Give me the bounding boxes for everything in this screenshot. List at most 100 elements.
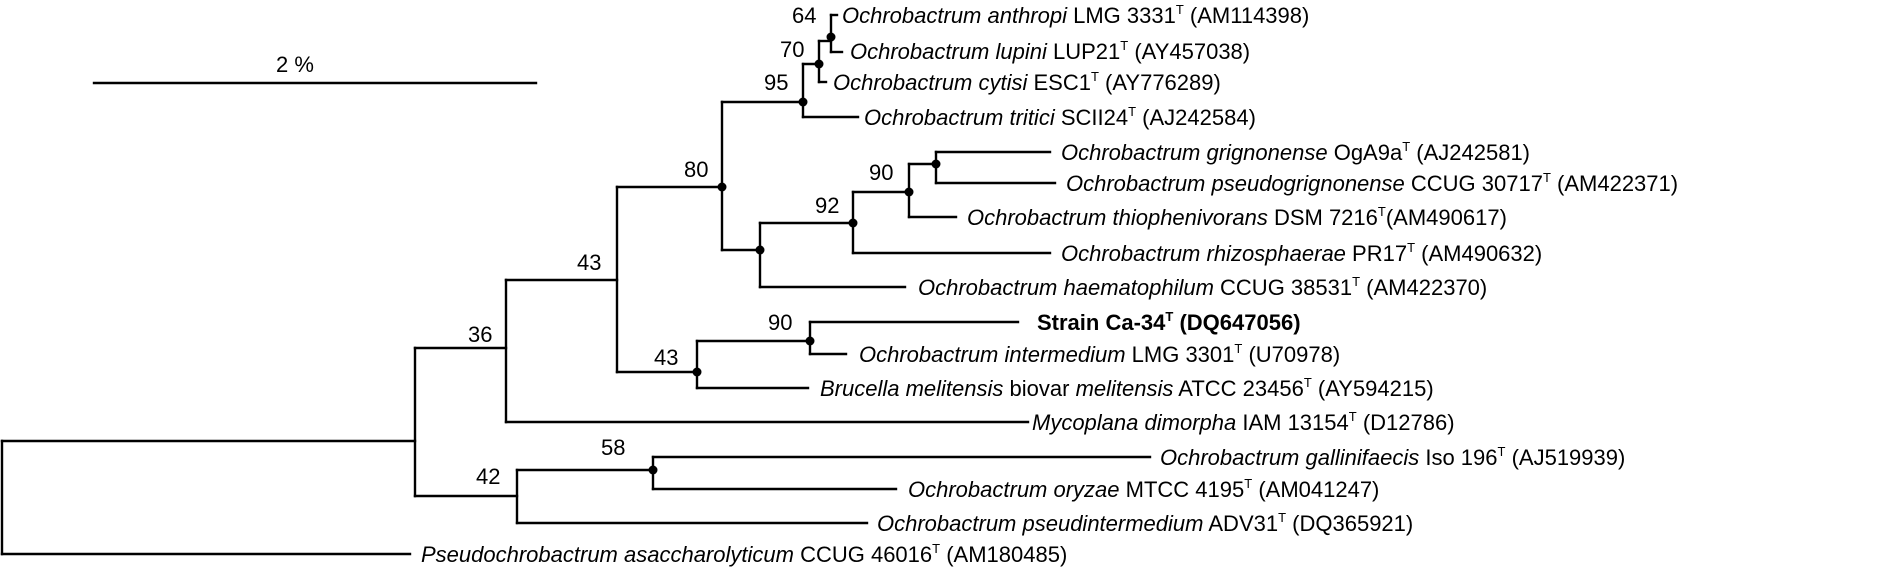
- node-marker-64: [826, 32, 836, 42]
- taxon-text: (AM114398): [1184, 3, 1310, 28]
- type-strain-superscript: T: [1543, 170, 1551, 185]
- node-marker-80: [717, 182, 727, 192]
- type-strain-superscript: T: [1407, 240, 1415, 255]
- taxon-text: ADV31: [1203, 511, 1278, 536]
- taxon-name-italic: Ochrobactrum anthropi: [842, 3, 1068, 28]
- taxon-label-strain-ca34: Strain Ca-34T (DQ647056): [1037, 309, 1301, 335]
- taxon-label-tritici: Ochrobactrum tritici SCII24T (AJ242584): [864, 104, 1256, 130]
- taxon-text: (AM490632): [1415, 241, 1542, 266]
- type-strain-superscript: T: [1120, 38, 1128, 53]
- taxon-text: (AM422370): [1360, 275, 1487, 300]
- taxon-text: (AM422371): [1551, 171, 1678, 196]
- bootstrap-values: 64 70 95 80 90 92 43 36 90 43 58 42: [468, 3, 893, 489]
- node-marker-92: [848, 218, 858, 228]
- bootstrap-95: 95: [764, 70, 788, 95]
- taxon-name-italic: Ochrobactrum pseudintermedium: [877, 511, 1203, 536]
- node-marker-58: [648, 465, 658, 475]
- taxon-text: (DQ647056): [1173, 310, 1300, 335]
- scale-bar-label: 2 %: [276, 52, 314, 77]
- taxon-name-italic: Ochrobactrum oryzae: [908, 477, 1120, 502]
- taxon-text: (D12786): [1357, 410, 1455, 435]
- taxon-text: (AJ242581): [1410, 140, 1530, 165]
- taxon-text: (AM490617): [1386, 205, 1507, 230]
- type-strain-superscript: T: [932, 541, 940, 556]
- taxon-text: CCUG 38531: [1214, 275, 1352, 300]
- taxon-text: ESC1: [1027, 70, 1091, 95]
- taxon-label-rhizosphaerae: Ochrobactrum rhizosphaerae PR17T (AM4906…: [1061, 240, 1542, 266]
- taxon-name-italic: Ochrobactrum intermedium: [859, 342, 1126, 367]
- taxon-labels: Ochrobactrum anthropi LMG 3331 T (AM11439…: [421, 2, 1678, 567]
- taxon-text: (DQ365921): [1286, 511, 1413, 536]
- taxon-name-italic: Brucella melitensis: [820, 376, 1003, 401]
- bootstrap-90a: 90: [869, 160, 893, 185]
- type-strain-superscript: T: [1091, 69, 1099, 84]
- taxon-text: IAM 13154: [1236, 410, 1349, 435]
- taxon-name-italic: Ochrobactrum cytisi: [833, 70, 1028, 95]
- type-strain-superscript: T: [1378, 204, 1386, 219]
- taxon-text: (AJ519939): [1505, 445, 1625, 470]
- type-strain-superscript: T: [1352, 274, 1360, 289]
- node-marker-lower80: [755, 245, 765, 255]
- taxon-name-italic: Ochrobactrum haematophilum: [918, 275, 1214, 300]
- taxon-text: (U70978): [1242, 342, 1340, 367]
- taxon-label-mycoplana: Mycoplana dimorpha IAM 13154T (D12786): [1032, 409, 1455, 435]
- bootstrap-42: 42: [476, 464, 500, 489]
- taxon-label-pseudochrobactrum: Pseudochrobactrum asaccharolyticum CCUG …: [421, 541, 1067, 567]
- taxon-label-pseudogrignonense: Ochrobactrum pseudogrignonense CCUG 3071…: [1066, 170, 1678, 196]
- bootstrap-64: 64: [792, 3, 816, 28]
- taxon-text: Strain Ca-34: [1037, 310, 1166, 335]
- node-markers: [648, 32, 941, 475]
- bootstrap-43a: 43: [577, 250, 601, 275]
- taxon-label-brucella: Brucella melitensis biovar melitensis AT…: [820, 375, 1434, 401]
- bootstrap-92: 92: [815, 193, 839, 218]
- taxon-name-italic: Ochrobactrum gallinifaecis: [1160, 445, 1419, 470]
- type-strain-superscript: T: [1402, 139, 1410, 154]
- type-strain-superscript: T: [1244, 476, 1252, 491]
- taxon-text: Iso 196: [1419, 445, 1497, 470]
- taxon-name-italic: Ochrobactrum rhizosphaerae: [1061, 241, 1346, 266]
- taxon-label-intermedium: Ochrobactrum intermedium LMG 3301T (U709…: [859, 341, 1340, 367]
- taxon-name-italic: Ochrobactrum grignonense: [1061, 140, 1328, 165]
- node-marker-43b: [692, 367, 702, 377]
- taxon-label-thiophenivorans: Ochrobactrum thiophenivorans DSM 7216T(A…: [967, 204, 1507, 230]
- taxon-name-italic: Ochrobactrum tritici: [864, 105, 1056, 130]
- type-strain-superscript: T: [1165, 309, 1173, 324]
- taxon-name-italic: Ochrobactrum thiophenivorans: [967, 205, 1268, 230]
- taxon-text: (AM041247): [1252, 477, 1379, 502]
- type-strain-superscript: T: [1234, 341, 1242, 356]
- taxon-text: MTCC 4195: [1120, 477, 1245, 502]
- type-strain-superscript: T: [1498, 444, 1506, 459]
- bootstrap-36: 36: [468, 322, 492, 347]
- taxon-name-italic: melitensis: [1076, 376, 1174, 401]
- taxon-text: CCUG 30717: [1405, 171, 1543, 196]
- taxon-text: biovar: [1003, 376, 1075, 401]
- type-strain-superscript: T: [1304, 375, 1312, 390]
- tree-branches: [0, 13, 1152, 556]
- taxon-label-lupini: Ochrobactrum lupini LUP21T (AY457038): [850, 38, 1250, 64]
- taxon-text: (AY457038): [1128, 39, 1250, 64]
- bootstrap-58: 58: [601, 435, 625, 460]
- taxon-label-grignonense: Ochrobactrum grignonense OgA9aT (AJ24258…: [1061, 139, 1530, 165]
- taxon-text: LUP21: [1047, 39, 1120, 64]
- type-strain-superscript: T: [1128, 104, 1136, 119]
- type-strain-superscript: T: [1349, 409, 1357, 424]
- taxon-label-cytisi: Ochrobactrum cytisi ESC1T (AY776289): [833, 69, 1221, 95]
- taxon-text: LMG 3301: [1126, 342, 1235, 367]
- node-marker-90b: [805, 336, 815, 346]
- taxon-text: OgA9a: [1328, 140, 1403, 165]
- taxon-name-italic: Ochrobactrum lupini: [850, 39, 1048, 64]
- taxon-text: (AY594215): [1312, 376, 1434, 401]
- taxon-name-italic: Mycoplana dimorpha: [1032, 410, 1236, 435]
- bootstrap-80: 80: [684, 157, 708, 182]
- taxon-text: LMG 3331: [1067, 3, 1176, 28]
- type-strain-superscript: T: [1278, 510, 1286, 525]
- taxon-text: SCII24: [1055, 105, 1128, 130]
- taxon-text: CCUG 46016: [794, 542, 932, 567]
- taxon-text: ATCC 23456: [1173, 376, 1303, 401]
- node-marker-grignonense: [931, 159, 941, 169]
- bootstrap-90b: 90: [768, 310, 792, 335]
- taxon-name-italic: Ochrobactrum pseudogrignonense: [1066, 171, 1405, 196]
- taxon-text: DSM 7216: [1268, 205, 1378, 230]
- scale-bar: 2 %: [92, 52, 538, 85]
